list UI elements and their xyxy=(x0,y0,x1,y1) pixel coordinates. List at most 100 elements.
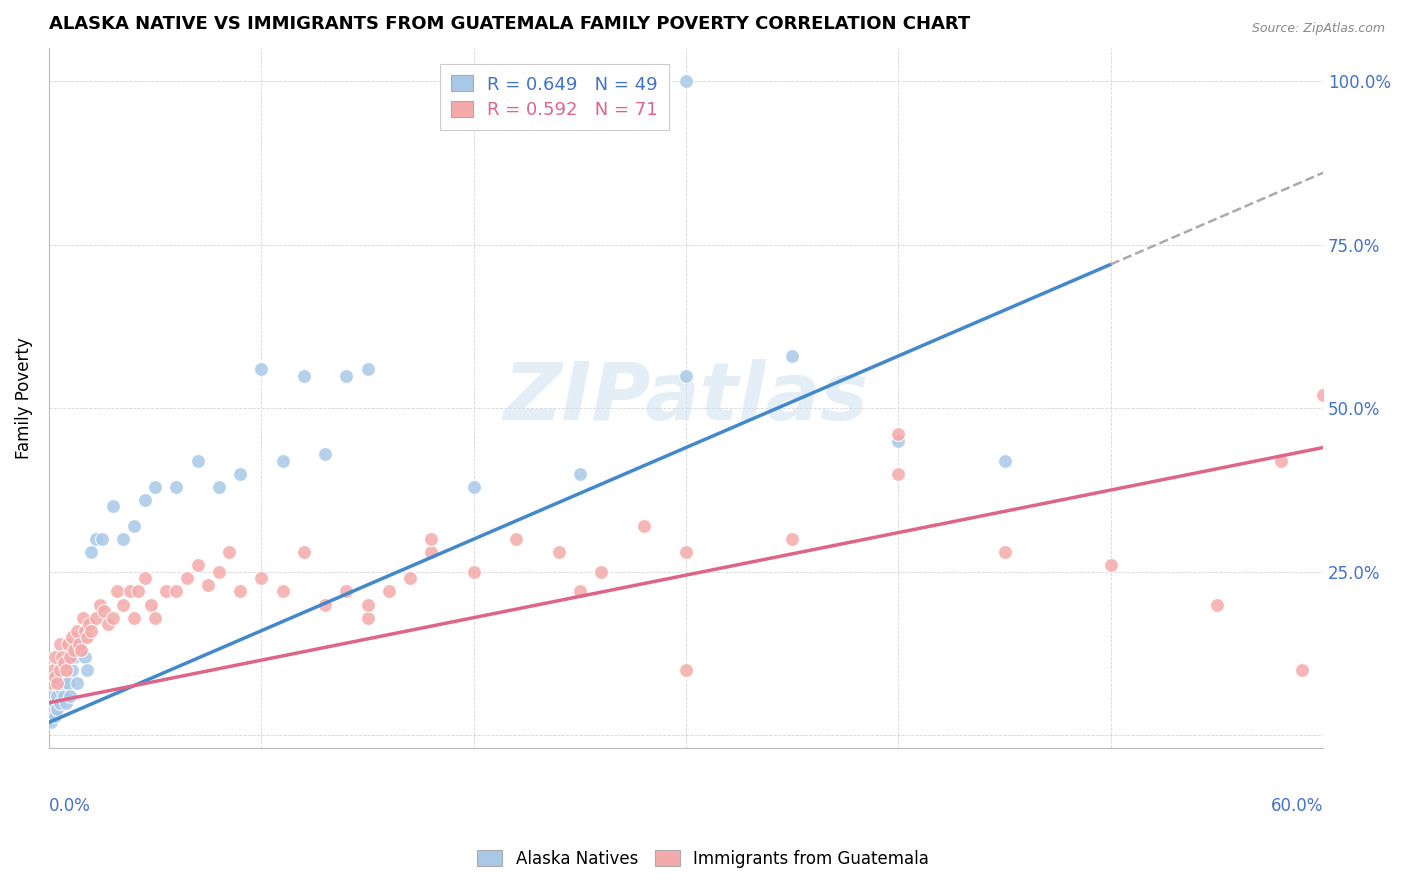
Point xyxy=(187,558,209,573)
Point xyxy=(63,643,86,657)
Point xyxy=(165,480,187,494)
Point xyxy=(46,676,69,690)
Point xyxy=(44,669,66,683)
Point xyxy=(780,532,803,546)
Point xyxy=(55,663,77,677)
Y-axis label: Family Poverty: Family Poverty xyxy=(15,337,32,459)
Point xyxy=(1099,558,1122,573)
Point xyxy=(48,696,70,710)
Point xyxy=(42,689,65,703)
Point xyxy=(122,519,145,533)
Point xyxy=(887,434,910,448)
Point xyxy=(591,565,613,579)
Point xyxy=(80,545,103,559)
Point xyxy=(568,467,591,481)
Point xyxy=(52,657,75,671)
Text: 60.0%: 60.0% xyxy=(1271,797,1323,815)
Point xyxy=(165,584,187,599)
Point xyxy=(76,663,98,677)
Point xyxy=(675,545,697,559)
Point xyxy=(143,610,166,624)
Point xyxy=(314,598,336,612)
Point xyxy=(887,427,910,442)
Point xyxy=(208,565,231,579)
Point xyxy=(84,532,107,546)
Point xyxy=(122,610,145,624)
Point xyxy=(59,689,82,703)
Point xyxy=(56,676,79,690)
Point xyxy=(335,368,357,383)
Point xyxy=(69,630,91,644)
Point xyxy=(176,571,198,585)
Point xyxy=(229,584,252,599)
Point xyxy=(46,689,69,703)
Point xyxy=(75,624,97,638)
Point xyxy=(55,663,77,677)
Point xyxy=(1206,598,1229,612)
Point xyxy=(91,532,114,546)
Point xyxy=(1291,663,1313,677)
Point xyxy=(42,702,65,716)
Point xyxy=(63,649,86,664)
Point xyxy=(89,598,111,612)
Point xyxy=(994,453,1017,467)
Point xyxy=(101,500,124,514)
Point xyxy=(505,532,527,546)
Point xyxy=(69,643,91,657)
Point xyxy=(356,610,378,624)
Text: ALASKA NATIVE VS IMMIGRANTS FROM GUATEMALA FAMILY POVERTY CORRELATION CHART: ALASKA NATIVE VS IMMIGRANTS FROM GUATEMA… xyxy=(49,15,970,33)
Point xyxy=(112,532,135,546)
Point xyxy=(46,702,69,716)
Point xyxy=(197,578,219,592)
Point xyxy=(271,453,294,467)
Point xyxy=(356,362,378,376)
Point xyxy=(76,630,98,644)
Point xyxy=(48,637,70,651)
Point xyxy=(356,598,378,612)
Point xyxy=(44,708,66,723)
Legend: R = 0.649   N = 49, R = 0.592   N = 71: R = 0.649 N = 49, R = 0.592 N = 71 xyxy=(440,64,669,130)
Point xyxy=(250,362,273,376)
Point xyxy=(292,545,315,559)
Point xyxy=(208,480,231,494)
Point xyxy=(314,447,336,461)
Point xyxy=(44,696,66,710)
Point xyxy=(52,689,75,703)
Point xyxy=(97,617,120,632)
Point xyxy=(420,532,443,546)
Point xyxy=(105,584,128,599)
Point xyxy=(633,519,655,533)
Point xyxy=(292,368,315,383)
Text: 0.0%: 0.0% xyxy=(49,797,91,815)
Point xyxy=(420,545,443,559)
Text: ZIPatlas: ZIPatlas xyxy=(503,359,869,437)
Point xyxy=(44,649,66,664)
Point xyxy=(56,637,79,651)
Legend: Alaska Natives, Immigrants from Guatemala: Alaska Natives, Immigrants from Guatemal… xyxy=(471,844,935,875)
Point xyxy=(48,676,70,690)
Point xyxy=(1270,453,1292,467)
Point xyxy=(155,584,177,599)
Point xyxy=(51,682,73,697)
Point xyxy=(42,663,65,677)
Point xyxy=(187,453,209,467)
Point xyxy=(75,649,97,664)
Point xyxy=(134,492,156,507)
Point xyxy=(72,610,94,624)
Point xyxy=(65,676,87,690)
Point xyxy=(52,676,75,690)
Point xyxy=(93,604,115,618)
Point xyxy=(39,715,62,730)
Point xyxy=(250,571,273,585)
Point xyxy=(79,617,101,632)
Point xyxy=(48,663,70,677)
Point xyxy=(59,649,82,664)
Point xyxy=(271,584,294,599)
Point xyxy=(127,584,149,599)
Point xyxy=(139,598,162,612)
Point xyxy=(80,624,103,638)
Point xyxy=(780,349,803,363)
Point xyxy=(60,630,83,644)
Point xyxy=(134,571,156,585)
Point xyxy=(1312,388,1334,402)
